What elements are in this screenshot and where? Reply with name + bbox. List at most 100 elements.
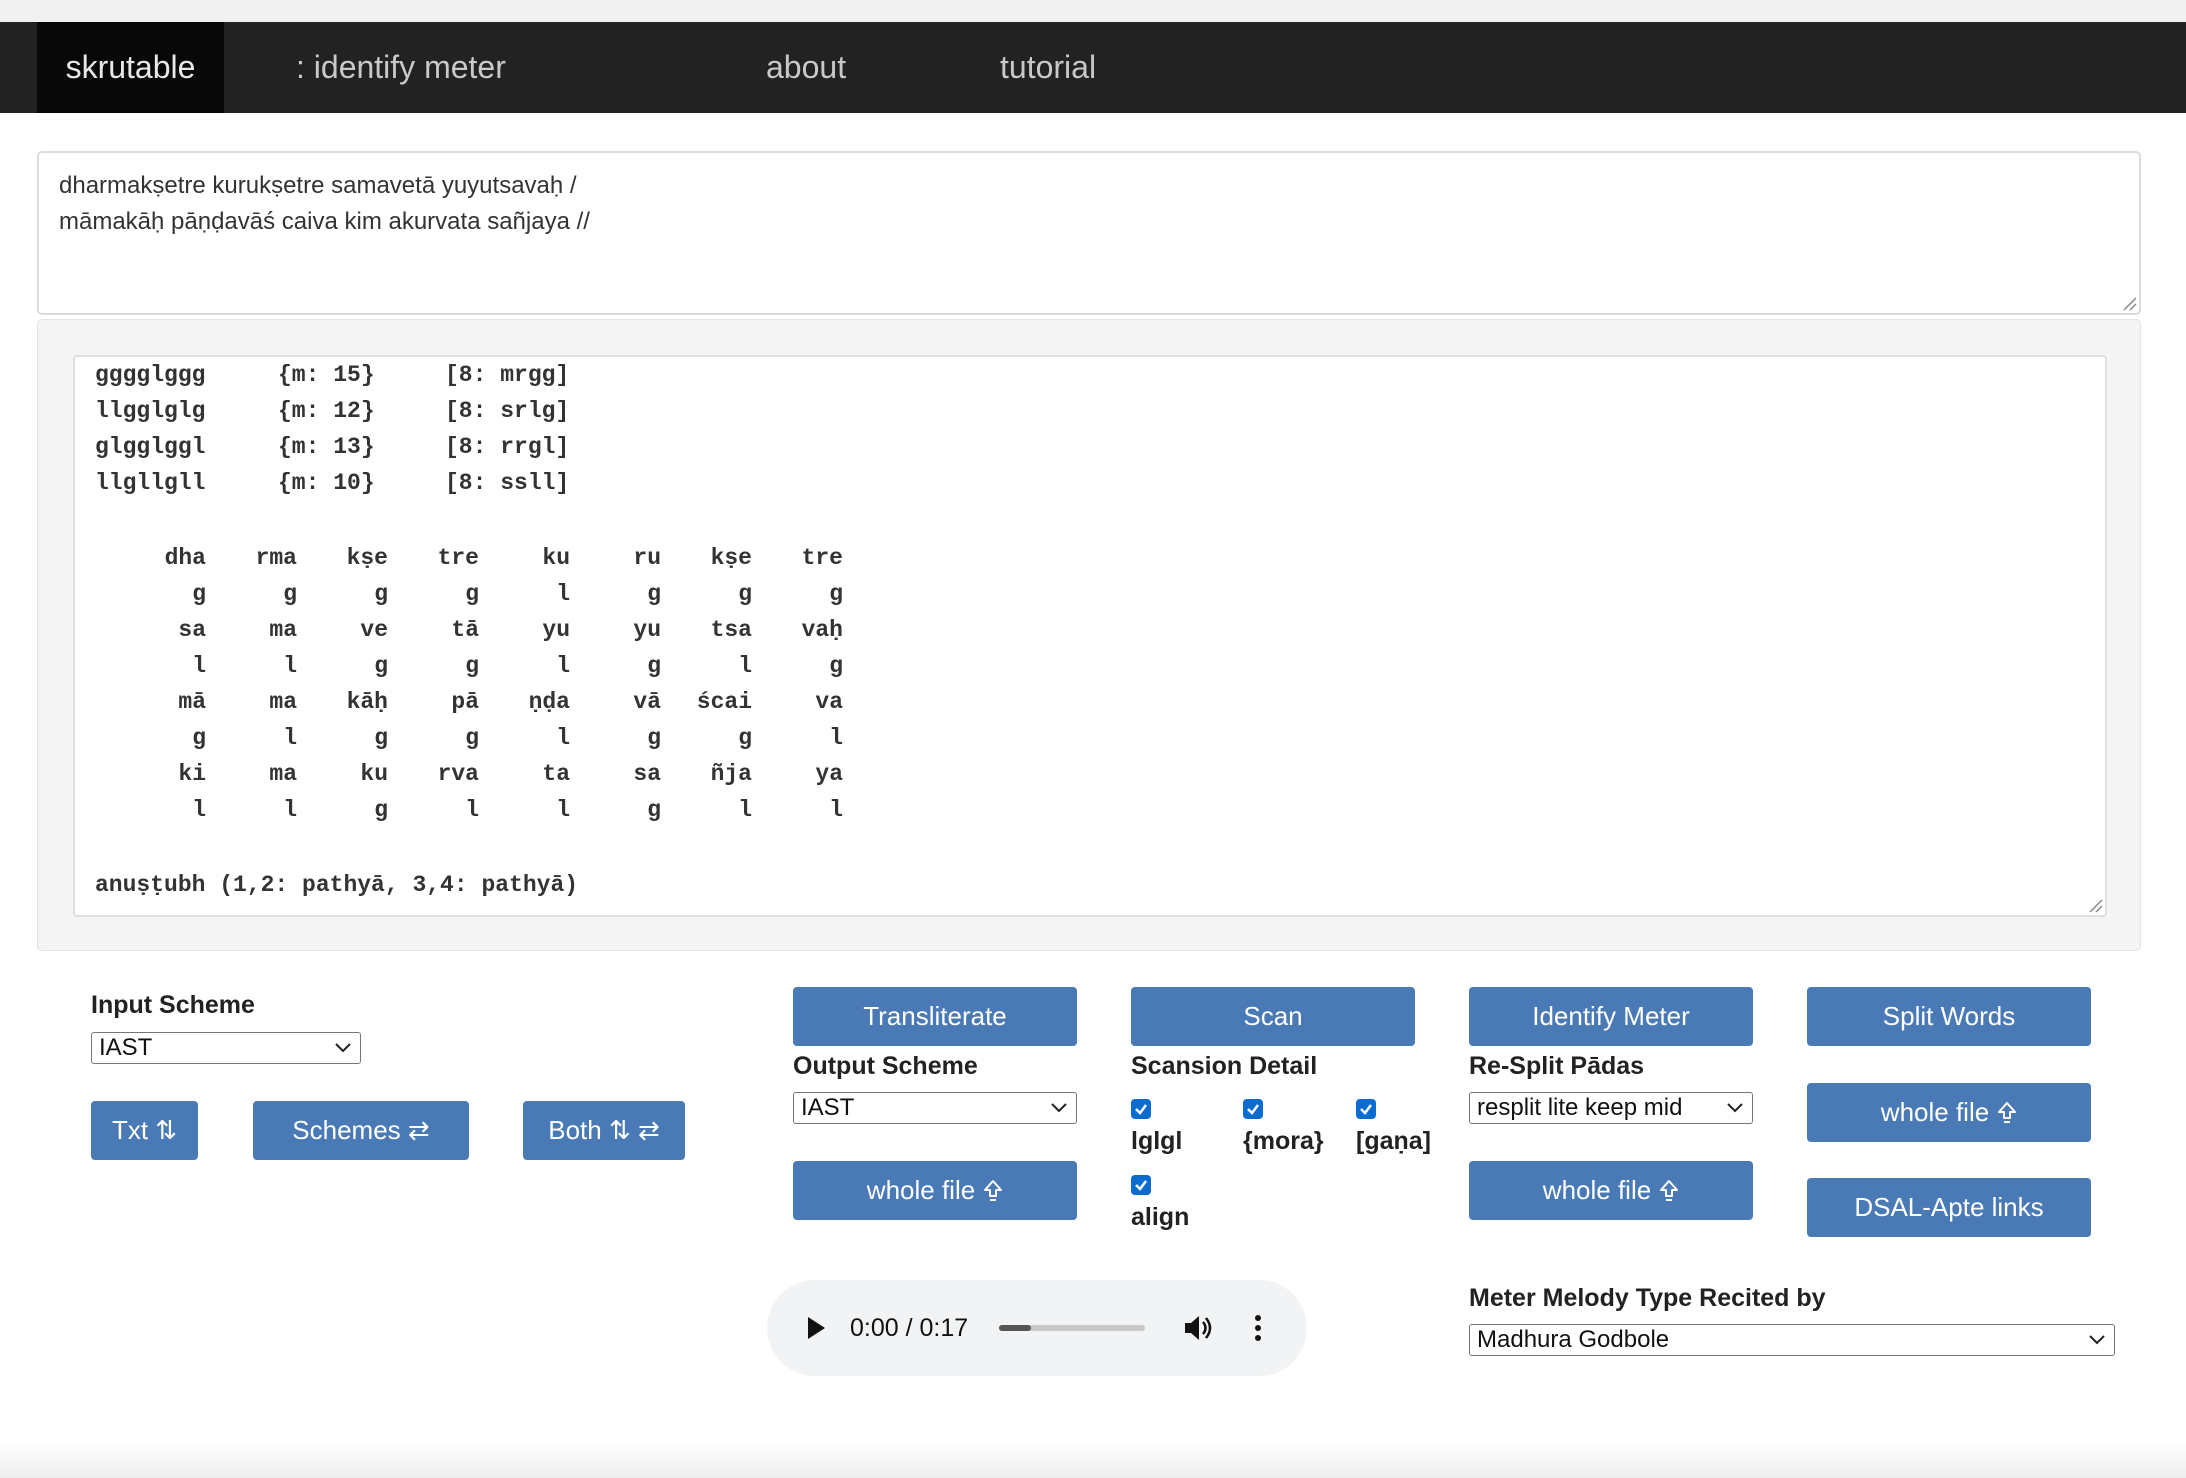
weight-cell: g [192, 725, 206, 751]
split-words-button[interactable]: Split Words [1807, 987, 2091, 1046]
checkmark-icon [1135, 1180, 1147, 1191]
input-scheme-select[interactable]: IAST [91, 1032, 361, 1064]
upload-arrow-icon [984, 1179, 1003, 1201]
syllable-cell: kṣe [710, 545, 752, 571]
syllable-cell: va [815, 689, 843, 715]
input-line: māmakāḥ pāṇḍavāś caiva kim akurvata sañj… [59, 208, 590, 235]
output-textarea[interactable]: gggglggg {m: 15} [8: mrgg] llgglglg {m: … [73, 355, 2107, 917]
dsal-apte-links-button[interactable]: DSAL-Apte links [1807, 1178, 2091, 1237]
weight-cell: l [829, 725, 843, 751]
scansion-summary: gggglggg {m: 15} [8: mrgg] llgglglg {m: … [95, 357, 815, 501]
weight-cell: g [465, 653, 479, 679]
melody-select[interactable]: Madhura Godbole [1469, 1324, 2115, 1356]
transliterate-whole-file-button[interactable]: whole file [793, 1161, 1077, 1220]
weight-cell: l [192, 797, 206, 823]
audio-progress-fill [999, 1325, 1032, 1331]
gana-pattern: [8: ssll] [445, 470, 570, 496]
more-options-icon[interactable] [1254, 1313, 1262, 1343]
output-scheme-value: IAST [801, 1094, 855, 1121]
weight-cell: g [829, 581, 843, 607]
brand-link[interactable]: skrutable [37, 22, 224, 113]
mora-checkbox[interactable] [1243, 1099, 1263, 1119]
gana-pattern: [8: mrgg] [445, 362, 570, 388]
both-swap-button[interactable]: Both ⇅ ⇄ [523, 1101, 685, 1160]
syllable-cell: sa [633, 761, 661, 787]
weight-pattern: llgglglg [95, 398, 206, 424]
mora-count: {m: 15} [278, 362, 375, 388]
gana-pattern: [8: srlg] [445, 398, 570, 424]
gana-checkbox-label: [gaṇa] [1356, 1127, 1431, 1155]
syllable-alignment-grid: dha rma kṣe tre ku ru kṣe tre g g g g l g g g sa ma ve tā… [115, 540, 915, 828]
weight-cell: l [556, 797, 570, 823]
weight-cell: g [465, 581, 479, 607]
nav-identify-meter[interactable]: : identify meter [296, 49, 506, 85]
scansion-detail-label: Scansion Detail [1131, 1052, 1318, 1080]
mora-count: {m: 12} [278, 398, 375, 424]
weight-cell: l [283, 725, 297, 751]
schemes-swap-button[interactable]: Schemes ⇄ [253, 1101, 469, 1160]
gana-pattern: [8: rrgl] [445, 434, 570, 460]
input-scheme-value: IAST [99, 1034, 153, 1061]
syllable-cell: tre [801, 545, 843, 571]
syllable-cell: ta [542, 761, 570, 787]
volume-icon[interactable] [1183, 1313, 1215, 1343]
scan-button[interactable]: Scan [1131, 987, 1415, 1046]
play-icon[interactable] [805, 1315, 827, 1341]
identify-whole-file-button[interactable]: whole file [1469, 1161, 1753, 1220]
weight-cell: l [556, 653, 570, 679]
syllable-cell: ku [542, 545, 570, 571]
transliterate-button[interactable]: Transliterate [793, 987, 1077, 1046]
output-well: gggglggg {m: 15} [8: mrgg] llgglglg {m: … [37, 319, 2141, 951]
mora-checkbox-label: {mora} [1243, 1127, 1324, 1155]
input-line: dharmakṣetre kurukṣetre samavetā yuyutsa… [59, 172, 577, 199]
syllable-row: mā ma kāḥ pā ṇḍa vā ścai va [115, 684, 915, 720]
weight-cell: g [738, 725, 752, 751]
identify-meter-button[interactable]: Identify Meter [1469, 987, 1753, 1046]
weight-cell: g [374, 581, 388, 607]
resize-grip-icon[interactable] [2121, 295, 2137, 311]
nav-about[interactable]: about [766, 49, 847, 85]
weight-pattern: glgglggl [95, 434, 206, 460]
weight-cell: l [738, 653, 752, 679]
whole-file-label: whole file [1880, 1097, 1990, 1127]
weight-cell: l [556, 581, 570, 607]
summary-row: gggglggg {m: 15} [8: mrgg] [95, 357, 815, 393]
chevron-down-icon [1727, 1103, 1743, 1113]
txt-swap-button[interactable]: Txt ⇅ [91, 1101, 198, 1160]
audio-progress-track[interactable] [999, 1325, 1145, 1331]
checkmark-icon [1360, 1104, 1372, 1115]
weight-cell: l [465, 797, 479, 823]
resize-grip-icon[interactable] [2087, 897, 2103, 913]
syllable-cell: mā [178, 689, 206, 715]
weight-cell: g [283, 581, 297, 607]
weight-cell: g [647, 581, 661, 607]
weight-pattern: llgllgll [95, 470, 206, 496]
weight-cell: g [829, 653, 843, 679]
input-textarea[interactable]: dharmakṣetre kurukṣetre samavetā yuyutsa… [37, 151, 2141, 315]
output-scheme-select[interactable]: IAST [793, 1092, 1077, 1124]
weight-cell: g [465, 725, 479, 751]
syllable-cell: ya [815, 761, 843, 787]
weight-cell: g [647, 797, 661, 823]
audio-time: 0:00 / 0:17 [850, 1314, 969, 1342]
weight-cell: l [556, 725, 570, 751]
weight-cell: l [738, 797, 752, 823]
meter-result: anuṣṭubh (1,2: pathyā, 3,4: pathyā) [95, 872, 579, 898]
lglgl-checkbox[interactable] [1131, 1099, 1151, 1119]
syllable-cell: ṇḍa [528, 689, 570, 715]
split-whole-file-button[interactable]: whole file [1807, 1083, 2091, 1142]
mora-count: {m: 13} [278, 434, 375, 460]
syllable-cell: tsa [710, 617, 752, 643]
weight-cell: l [192, 653, 206, 679]
resplit-padas-label: Re-Split Pādas [1469, 1052, 1645, 1080]
weight-cell: g [738, 581, 752, 607]
resplit-padas-select[interactable]: resplit lite keep mid [1469, 1092, 1753, 1124]
page-bottom-fade [0, 1440, 2186, 1478]
align-checkbox[interactable] [1131, 1175, 1151, 1195]
syllable-cell: ma [269, 689, 297, 715]
gana-checkbox[interactable] [1356, 1099, 1376, 1119]
nav-tutorial[interactable]: tutorial [1000, 49, 1097, 85]
